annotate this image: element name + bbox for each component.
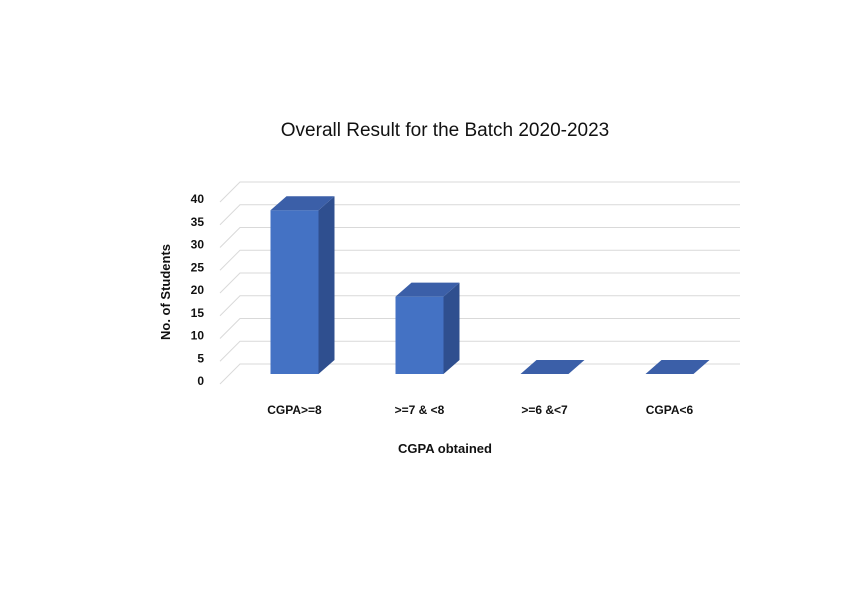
gridline-10 (219, 318, 740, 339)
gridline-20 (219, 272, 740, 294)
chart-title: Overall Result for the Batch 2020-2023 (281, 120, 609, 141)
bar-cgpa-8 (270, 196, 335, 374)
y-axis-ticks: 0 5 10 15 20 25 30 35 40 (191, 192, 205, 388)
gridlines (219, 181, 740, 385)
y-tick-15: 15 (191, 306, 205, 320)
bar-cgpa-6 (645, 360, 710, 374)
x-axis-label: CGPA obtained (398, 441, 492, 456)
gridline-25 (219, 249, 740, 271)
bar-top-7-8 (395, 282, 460, 297)
x-tick-7-8: >=7 & <8 (395, 403, 445, 417)
gridline-15 (219, 295, 740, 317)
y-tick-35: 35 (191, 215, 205, 229)
gridline-30 (219, 227, 740, 248)
y-tick-40: 40 (191, 192, 205, 206)
y-tick-25: 25 (191, 260, 205, 274)
x-tick-6-7: >=6 &<7 (521, 403, 568, 417)
gridline-40 (219, 181, 740, 203)
y-tick-0: 0 (197, 374, 204, 388)
y-tick-30: 30 (191, 238, 205, 252)
bar-top-6-7 (520, 360, 585, 374)
bar-side-7-8 (443, 282, 460, 374)
gridline-5 (219, 340, 740, 362)
y-tick-5: 5 (197, 351, 204, 365)
bar-6-7 (520, 360, 585, 374)
y-tick-10: 10 (191, 329, 205, 343)
x-axis-ticks: CGPA>=8 >=7 & <8 >=6 &<7 CGPA<6 (267, 403, 693, 417)
bar-front-7-8 (395, 296, 444, 374)
bar-top-cgpa-6 (645, 360, 710, 374)
gridline-35 (219, 204, 740, 226)
bars (270, 196, 710, 374)
y-tick-20: 20 (191, 283, 205, 297)
bar-side-cgpa-8 (318, 196, 335, 374)
x-tick-cgpa-6: CGPA<6 (646, 403, 694, 417)
bar-top-cgpa-8 (270, 196, 335, 211)
y-axis-label: No. of Students (158, 244, 173, 340)
bar-7-8 (395, 282, 460, 374)
bar-front-cgpa-8 (270, 210, 319, 374)
x-tick-cgpa-8: CGPA>=8 (267, 403, 322, 417)
